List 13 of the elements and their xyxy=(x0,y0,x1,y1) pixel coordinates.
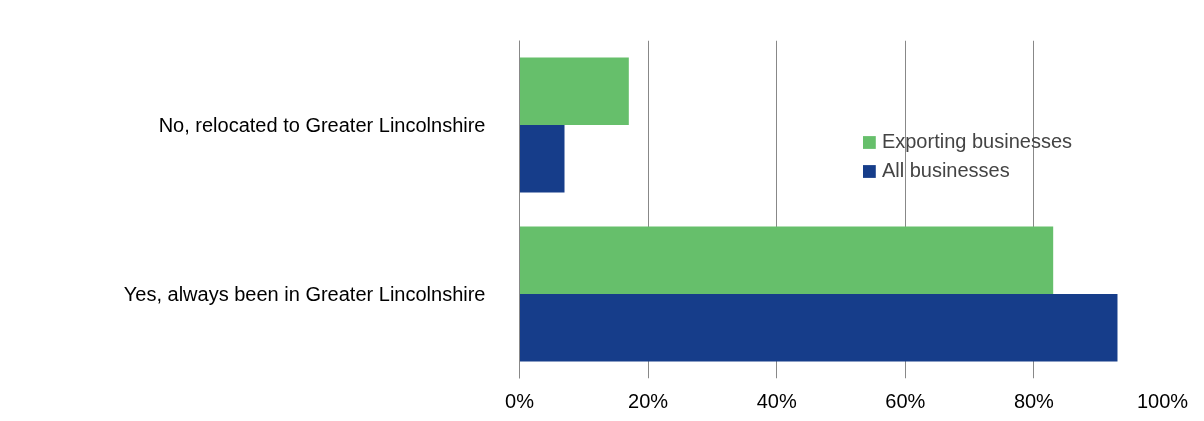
x-tick-label: 100% xyxy=(1136,389,1189,412)
bar xyxy=(519,294,1118,362)
x-tick-label: 40% xyxy=(756,389,797,412)
bar xyxy=(519,125,565,193)
legend-label: All businesses xyxy=(881,159,1010,182)
y-tick-label: No, relocated to Greater Lincolnshire xyxy=(158,114,486,136)
bar xyxy=(519,226,1054,294)
x-tick-label: 80% xyxy=(1013,389,1055,412)
x-tick-label: 0% xyxy=(505,389,535,412)
x-tick-label: 20% xyxy=(628,389,669,412)
bar xyxy=(519,57,629,125)
y-tick-label: Yes, always been in Greater Lincolnshire xyxy=(123,283,486,305)
x-tick-label: 60% xyxy=(885,389,926,412)
